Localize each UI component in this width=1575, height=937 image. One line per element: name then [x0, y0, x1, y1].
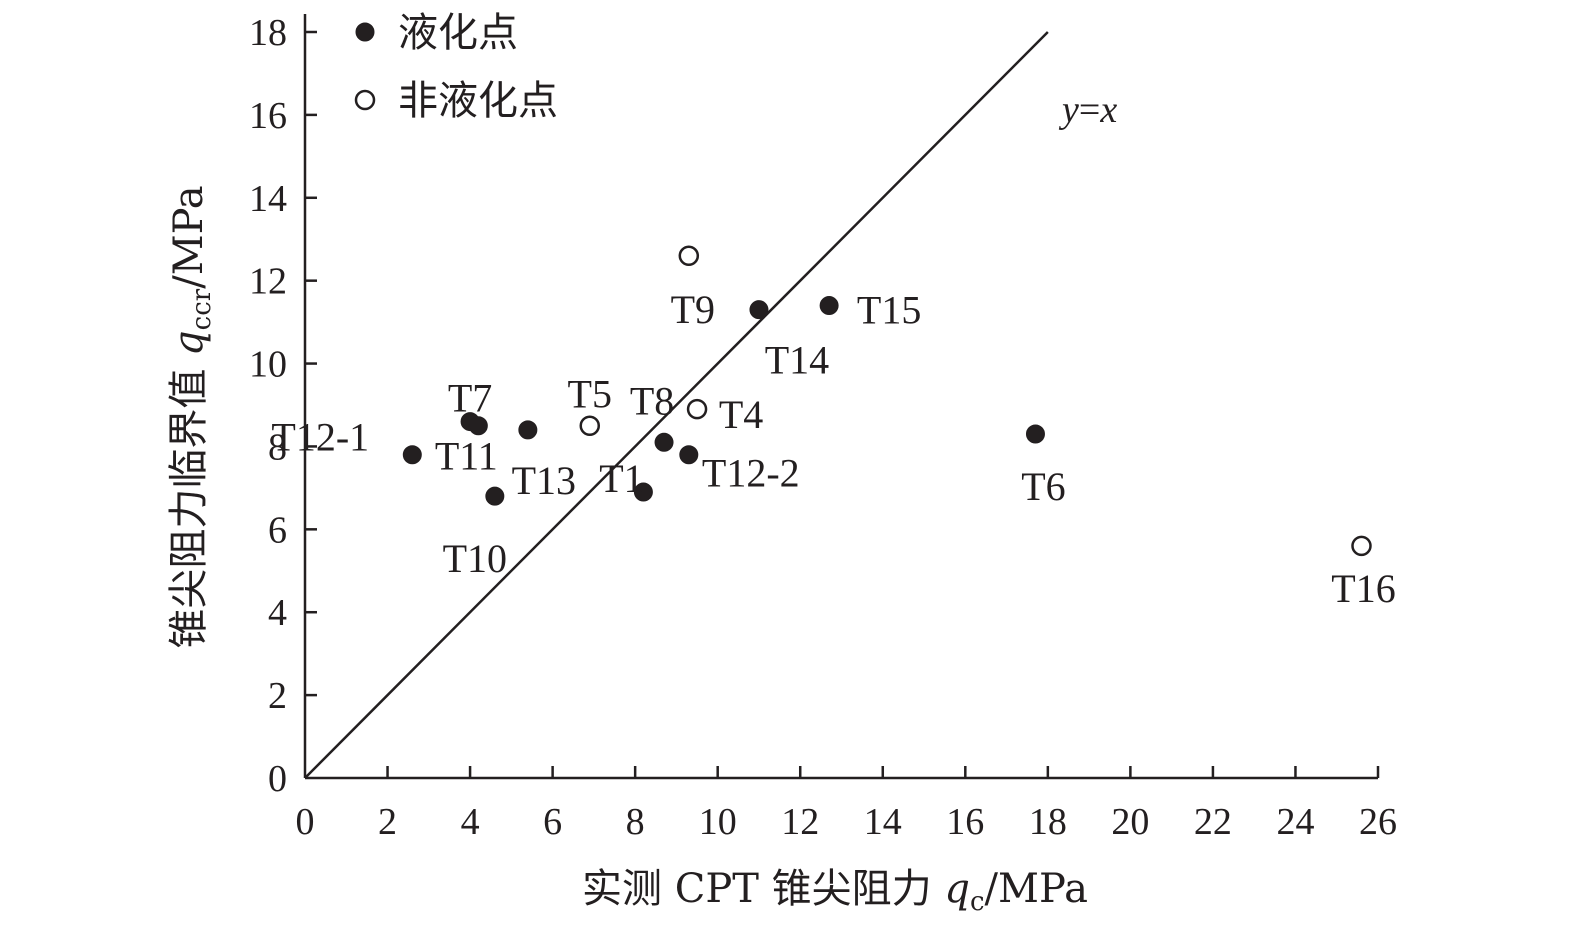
- point-label: T13: [512, 458, 576, 503]
- point-label: T1: [599, 456, 643, 501]
- x-tick-label: 18: [1029, 801, 1067, 843]
- y-tick-label: 12: [249, 261, 287, 303]
- x-tick-label: 4: [461, 801, 480, 843]
- data-point-liquefied: [679, 445, 699, 465]
- reference-line-label: y=x: [1058, 89, 1117, 131]
- x-tick-label: 0: [296, 801, 315, 843]
- data-point-liquefied: [1025, 424, 1045, 444]
- point-label: T4: [719, 392, 763, 437]
- x-tick-label: 16: [946, 801, 984, 843]
- point-label: T9: [671, 287, 715, 332]
- y-axis-title: 锥尖阻力临界值 qccr/MPa: [166, 185, 217, 648]
- x-tick-label: 2: [378, 801, 397, 843]
- x-tick-label: 20: [1111, 801, 1149, 843]
- x-tick-label: 12: [781, 801, 819, 843]
- data-point-non-liquefied: [1351, 535, 1372, 557]
- data-point-liquefied: [402, 445, 422, 465]
- point-label: T16: [1331, 566, 1395, 611]
- x-axis-title: 实测 CPT 锥尖阻力 qc/MPa: [582, 866, 1088, 917]
- data-point-non-liquefied: [686, 398, 708, 420]
- data-point-non-liquefied: [678, 245, 700, 267]
- point-label: T15: [857, 288, 921, 333]
- x-tick-label: 22: [1194, 801, 1232, 843]
- y-tick-label: 0: [268, 758, 287, 800]
- y-tick-label: 14: [249, 178, 287, 220]
- y-tick-label: 18: [249, 12, 287, 54]
- point-label: T11: [435, 434, 498, 479]
- point-label: T10: [443, 536, 507, 581]
- point-label: T6: [1021, 464, 1065, 509]
- data-point-liquefied: [654, 432, 674, 452]
- point-label: T14: [765, 338, 829, 383]
- y-tick-label: 4: [268, 592, 287, 634]
- x-tick-label: 24: [1276, 801, 1314, 843]
- point-label: T8: [630, 378, 674, 423]
- y-tick-label: 16: [249, 95, 287, 137]
- legend-label: 非液化点: [398, 78, 558, 124]
- data-point-liquefied: [749, 300, 769, 320]
- data-points: [402, 245, 1372, 557]
- legend-marker-liquefied: [355, 22, 375, 42]
- legend-marker-non-liquefied: [354, 89, 376, 111]
- data-point-liquefied: [633, 482, 653, 502]
- axis-titles: 实测 CPT 锥尖阻力 qc/MPa 锥尖阻力临界值 qccr/MPa: [166, 185, 1088, 917]
- y-tick-label: 2: [268, 675, 287, 717]
- data-point-liquefied: [485, 486, 505, 506]
- x-tick-label: 10: [699, 801, 737, 843]
- reference-line-y-equals-x: [304, 31, 1049, 779]
- legend-label: 液化点: [398, 10, 518, 56]
- x-tick-label: 6: [543, 801, 562, 843]
- data-point-liquefied: [468, 416, 488, 436]
- point-label: T5: [568, 372, 612, 417]
- y-tick-label: 6: [268, 509, 287, 551]
- x-tick-label: 14: [864, 801, 902, 843]
- point-label: T12-2: [702, 451, 800, 496]
- y-tick-label: 10: [249, 344, 287, 386]
- data-point-liquefied: [819, 296, 839, 316]
- y-tick-label: 8: [268, 426, 287, 468]
- x-tick-label: 26: [1359, 801, 1397, 843]
- point-label: T7: [448, 376, 492, 421]
- reference-line-group: y=x: [304, 31, 1117, 779]
- x-tick-label: 8: [626, 801, 645, 843]
- data-point-non-liquefied: [579, 415, 601, 436]
- data-point-liquefied: [518, 420, 538, 440]
- point-label: T12-1: [271, 415, 369, 460]
